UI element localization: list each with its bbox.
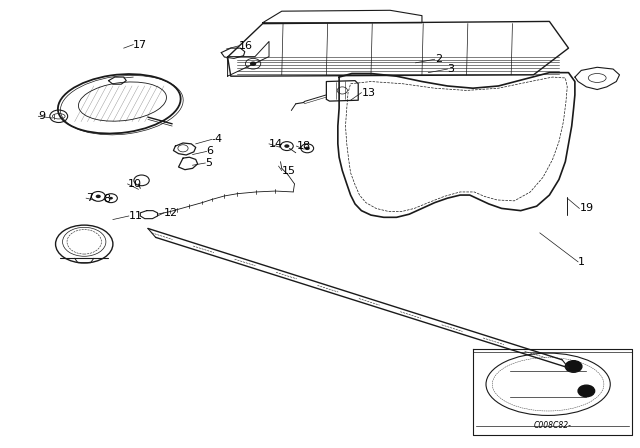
Circle shape <box>565 361 582 372</box>
Circle shape <box>284 144 289 148</box>
Text: 8: 8 <box>103 194 111 204</box>
Text: C008C82-: C008C82- <box>534 421 572 430</box>
Text: 17: 17 <box>133 39 147 50</box>
Text: 12: 12 <box>164 208 178 218</box>
Text: 19: 19 <box>579 203 593 213</box>
Text: 2: 2 <box>435 54 442 64</box>
Text: 10: 10 <box>127 179 141 189</box>
Text: 7: 7 <box>86 193 93 203</box>
Text: 5: 5 <box>205 158 212 168</box>
Text: 18: 18 <box>296 141 310 151</box>
Circle shape <box>250 61 256 66</box>
Text: 1: 1 <box>578 257 585 267</box>
Text: 9: 9 <box>38 111 45 121</box>
Text: -4: -4 <box>212 134 223 144</box>
Text: 6: 6 <box>207 146 214 156</box>
Circle shape <box>305 146 310 150</box>
Circle shape <box>578 385 595 397</box>
Text: 15: 15 <box>282 166 296 176</box>
Text: 11: 11 <box>129 211 143 221</box>
Text: 14: 14 <box>269 139 283 149</box>
Text: 13: 13 <box>362 88 376 98</box>
Circle shape <box>109 197 113 199</box>
Circle shape <box>96 194 100 198</box>
Text: 16: 16 <box>239 41 252 51</box>
Text: 3: 3 <box>447 64 454 74</box>
